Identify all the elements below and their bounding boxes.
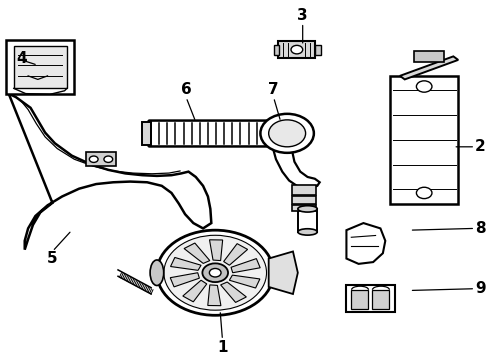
FancyBboxPatch shape	[148, 121, 267, 147]
Polygon shape	[415, 51, 443, 62]
Polygon shape	[223, 244, 247, 265]
Polygon shape	[14, 46, 67, 88]
Polygon shape	[346, 223, 385, 264]
Text: 4: 4	[16, 51, 26, 66]
Polygon shape	[346, 285, 395, 312]
Circle shape	[291, 45, 303, 54]
Polygon shape	[315, 45, 320, 55]
Circle shape	[260, 114, 314, 153]
Text: 5: 5	[47, 251, 58, 266]
Polygon shape	[278, 41, 315, 58]
Text: 7: 7	[268, 82, 279, 97]
Circle shape	[157, 230, 273, 315]
Polygon shape	[170, 273, 199, 287]
Polygon shape	[372, 290, 389, 309]
Polygon shape	[142, 122, 151, 145]
Circle shape	[164, 235, 267, 310]
Circle shape	[202, 264, 228, 282]
Polygon shape	[86, 152, 116, 166]
Polygon shape	[184, 243, 210, 264]
Circle shape	[269, 120, 306, 147]
Ellipse shape	[298, 206, 317, 212]
Circle shape	[89, 156, 98, 162]
Polygon shape	[6, 40, 74, 94]
Polygon shape	[231, 258, 260, 273]
Polygon shape	[210, 240, 222, 261]
Circle shape	[416, 81, 432, 92]
Polygon shape	[229, 275, 260, 288]
Polygon shape	[292, 205, 316, 211]
Text: 8: 8	[475, 221, 486, 236]
Text: 1: 1	[217, 340, 228, 355]
Text: 3: 3	[297, 8, 308, 23]
Polygon shape	[390, 76, 458, 203]
Text: 6: 6	[181, 82, 192, 97]
Polygon shape	[220, 282, 246, 302]
Polygon shape	[292, 196, 316, 203]
Polygon shape	[400, 57, 458, 80]
Polygon shape	[273, 45, 279, 55]
Polygon shape	[183, 280, 207, 302]
Polygon shape	[298, 209, 317, 232]
Circle shape	[416, 187, 432, 199]
Text: 2: 2	[475, 139, 486, 154]
Polygon shape	[9, 94, 211, 250]
Circle shape	[209, 269, 221, 277]
Text: 9: 9	[475, 281, 486, 296]
Polygon shape	[292, 185, 316, 195]
Polygon shape	[271, 133, 319, 188]
Polygon shape	[208, 285, 221, 306]
Polygon shape	[171, 257, 201, 270]
Circle shape	[104, 156, 113, 162]
Ellipse shape	[150, 260, 164, 285]
Ellipse shape	[298, 229, 317, 235]
Polygon shape	[351, 290, 368, 309]
Polygon shape	[273, 122, 282, 145]
Polygon shape	[269, 251, 298, 294]
